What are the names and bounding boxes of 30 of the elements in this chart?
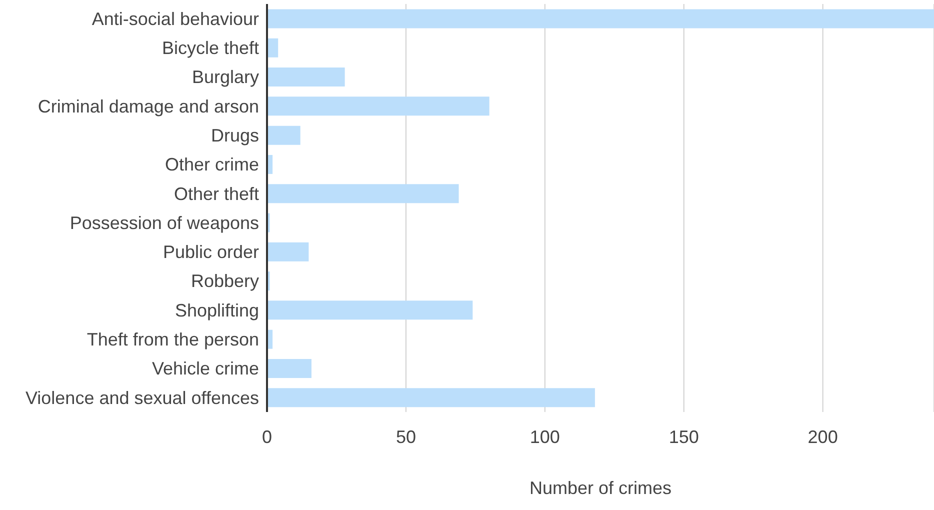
bar: [267, 126, 300, 145]
y-tick-label: Robbery: [190, 271, 259, 292]
y-tick-label: Public order: [162, 242, 260, 262]
bar: [267, 358, 312, 378]
y-tick-label: Other crime: [164, 154, 259, 175]
x-tick-label: 150: [668, 426, 699, 447]
x-tick-label: 50: [396, 426, 416, 447]
bar: [267, 300, 473, 320]
y-tick-label: Theft from the person: [86, 330, 259, 350]
y-tick-label: Possession of weapons: [70, 212, 259, 233]
y-tick-label: Drugs: [210, 126, 259, 146]
x-tick-label: 200: [808, 426, 838, 447]
y-tick-label: Bicycle theft: [162, 38, 259, 58]
bar: [267, 242, 309, 262]
y-tick-label: Vehicle crime: [152, 358, 259, 379]
y-tick-label: Other theft: [174, 184, 259, 204]
bar: [267, 68, 345, 87]
y-tick-label: Criminal damage and arson: [38, 96, 259, 116]
y-tick-label: Violence and sexual offences: [25, 388, 259, 408]
y-tick-label: Anti-social behaviour: [92, 8, 259, 29]
x-tick-label: 0: [262, 426, 272, 447]
bar: [267, 184, 459, 204]
y-tick-label: Shoplifting: [174, 300, 259, 320]
bar: [267, 38, 278, 58]
x-tick-label: 100: [530, 426, 560, 447]
bar: [267, 388, 595, 408]
x-axis-title: Number of crimes: [529, 478, 672, 498]
y-tick-label: Burglary: [192, 67, 259, 88]
bar: [267, 96, 490, 116]
bar: [267, 9, 934, 28]
